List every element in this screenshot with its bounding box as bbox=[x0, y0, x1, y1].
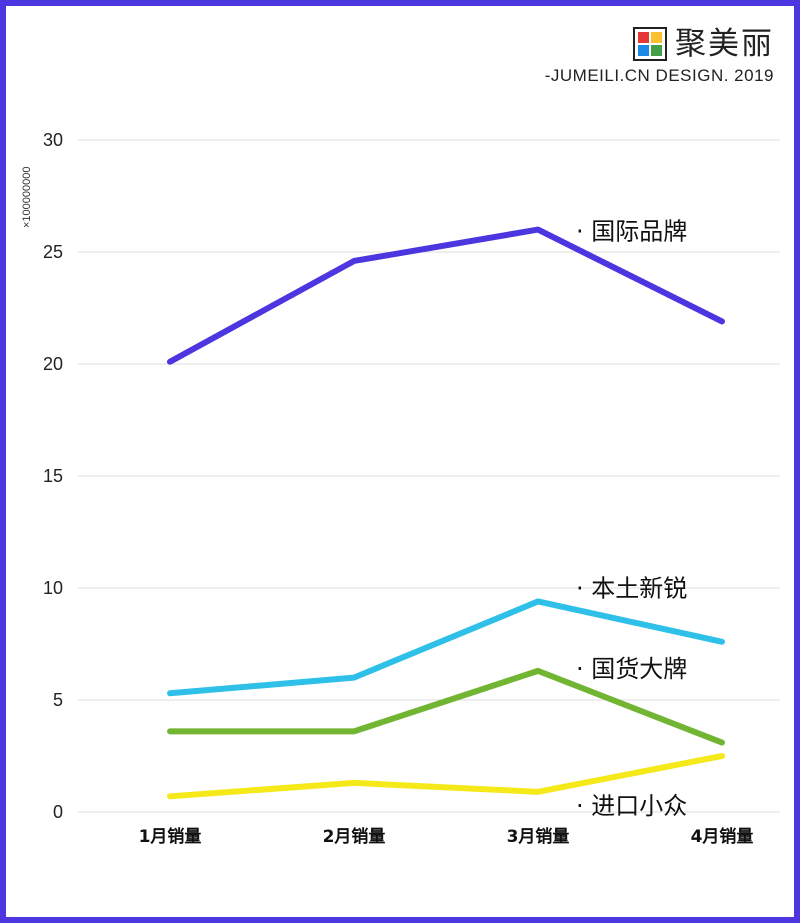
x-axis-ticks: 1月销量 2月销量 3月销量 4月销量 bbox=[139, 826, 754, 847]
series-line-1 bbox=[167, 226, 725, 365]
series-label-2: · 本土新锐 bbox=[576, 574, 687, 602]
brand-logo-icon bbox=[633, 27, 667, 61]
gridlines bbox=[78, 139, 780, 813]
y-tick-label: 20 bbox=[43, 354, 63, 374]
series-line-2 bbox=[167, 598, 725, 697]
brand-name: 聚美丽 bbox=[675, 26, 774, 62]
y-tick-label: 30 bbox=[43, 130, 63, 150]
brand-logo-red-block bbox=[638, 32, 649, 43]
x-tick-label: 1月销量 bbox=[139, 826, 202, 847]
series-lines bbox=[167, 226, 725, 800]
y-tick-label: 25 bbox=[43, 242, 63, 262]
series-label-3: · 国货大牌 bbox=[576, 655, 687, 683]
series-label-1: · 国际品牌 bbox=[576, 218, 687, 246]
y-axis-ticks: 0 5 10 15 20 25 30 bbox=[43, 130, 63, 822]
x-tick-label: 4月销量 bbox=[691, 826, 754, 847]
y-tick-label: 10 bbox=[43, 578, 63, 598]
brand-block: 聚美丽 -JUMEILI.CN DESIGN. 2019 bbox=[545, 26, 774, 86]
brand-logo-yellow-block bbox=[651, 32, 662, 43]
y-tick-label: 15 bbox=[43, 466, 63, 486]
x-tick-label: 3月销量 bbox=[507, 826, 570, 847]
brand-subtitle: -JUMEILI.CN DESIGN. 2019 bbox=[544, 66, 774, 85]
x-tick-label: 2月销量 bbox=[323, 826, 386, 847]
brand-logo-green-block bbox=[651, 45, 662, 56]
y-tick-label: 0 bbox=[53, 802, 63, 822]
series-labels: · 国际品牌 · 本土新锐 · 国货大牌 · 进口小众 bbox=[576, 218, 687, 820]
series-line-3 bbox=[167, 667, 725, 746]
y-unit-label: ×100000000 bbox=[21, 167, 33, 228]
y-tick-label: 5 bbox=[53, 690, 63, 710]
brand-logo-blue-block bbox=[638, 45, 649, 56]
series-label-4: · 进口小众 bbox=[576, 792, 687, 820]
series-line-4 bbox=[167, 753, 725, 800]
